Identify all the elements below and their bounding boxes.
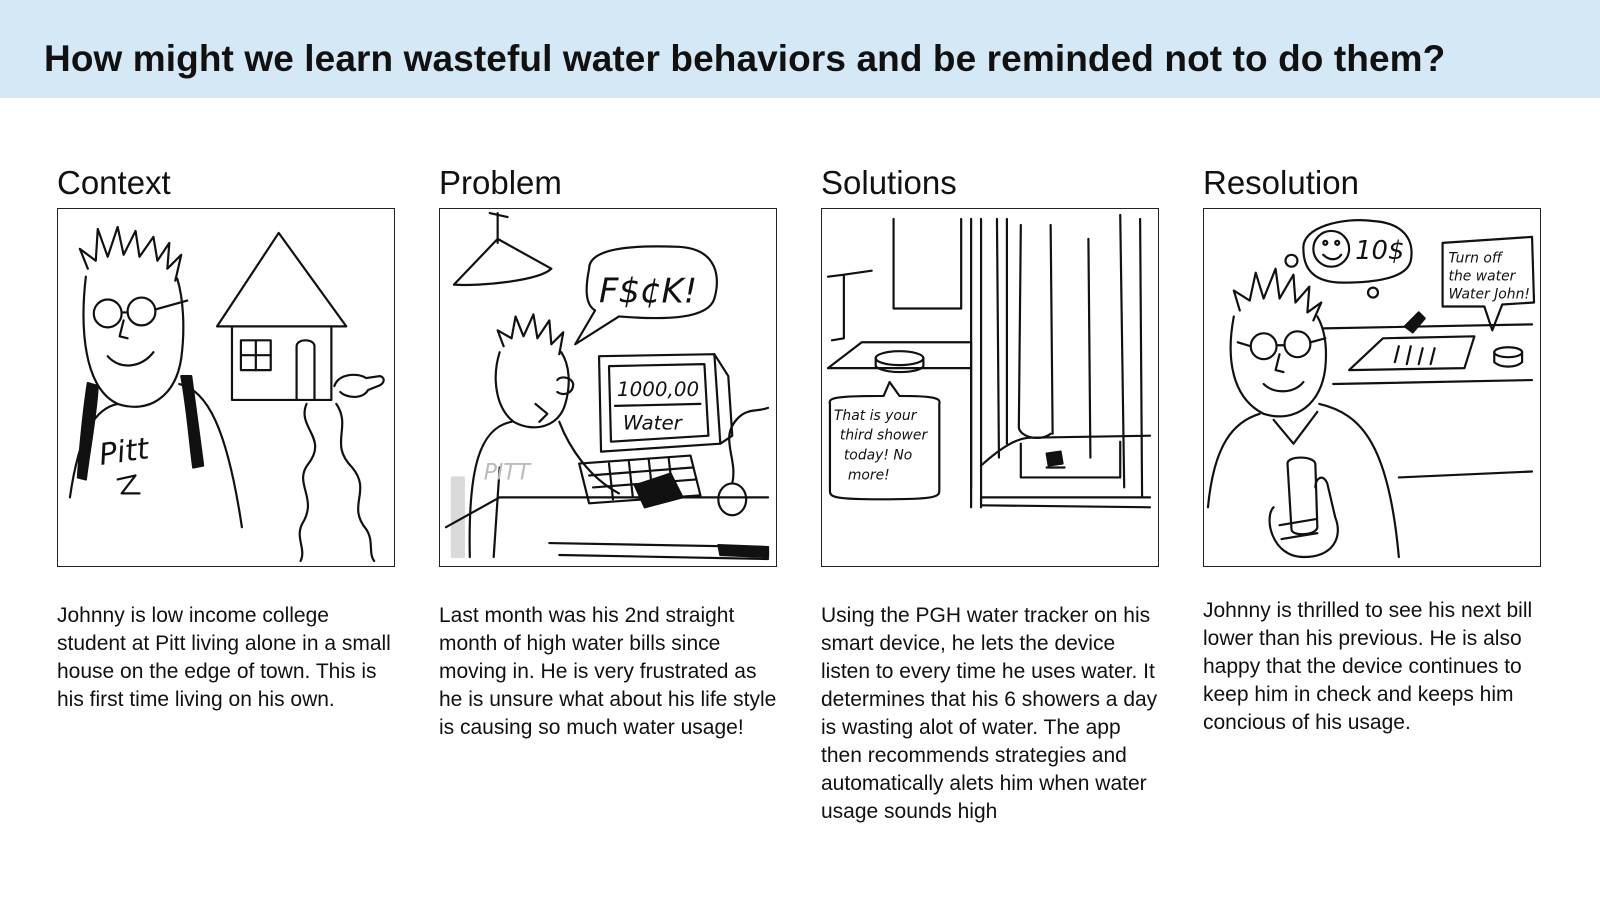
problem-sketch-screen-amount: 1000,00: [617, 378, 699, 401]
problem-sketch-speech-text: F$¢K!: [599, 272, 697, 311]
panel-text-problem: Last month was his 2nd straight month of…: [439, 604, 777, 739]
panel-heading-context: Context: [57, 164, 171, 201]
solutions-sketch-drawing: That is your third shower today! No more…: [826, 213, 1152, 509]
panel-text-resolution: Johnny is thrilled to see his next bill …: [1203, 599, 1533, 734]
title-banner: How might we learn wasteful water behavi…: [0, 0, 1600, 98]
solutions-sketch: That is your third shower today! No more…: [821, 208, 1159, 567]
resolution-sketch: 10$ Turn off the water Water John!: [1203, 208, 1541, 567]
problem-sketch-drawing: F$¢K! PITT 1000,00 Water: [444, 211, 770, 561]
problem-sketch: F$¢K! PITT 1000,00 Water: [439, 208, 777, 567]
problem-sketch-screen-label: Water: [623, 412, 684, 435]
resolution-sketch-drawing: 10$ Turn off the water Water John!: [1206, 219, 1536, 559]
resolution-sketch-message-line-2: the water: [1449, 269, 1517, 285]
context-sketch-drawing: Pitt: [68, 225, 385, 563]
panel-heading-resolution: Resolution: [1203, 164, 1359, 201]
panel-text-solutions: Using the PGH water tracker on his smart…: [821, 604, 1158, 823]
solutions-sketch-message-line-3: today! No: [844, 448, 912, 464]
panel-heading-problem: Problem: [439, 164, 562, 201]
resolution-sketch-thought-amount: 10$: [1355, 236, 1404, 266]
panel-text-context: Johnny is low income college student at …: [57, 604, 391, 711]
resolution-sketch-message-line-3: Water John!: [1449, 287, 1530, 303]
problem-sketch-shirt-text: PITT: [484, 460, 532, 485]
panel-heading-solutions: Solutions: [821, 164, 957, 201]
resolution-sketch-message-line-1: Turn off: [1449, 251, 1504, 267]
page-title: How might we learn wasteful water behavi…: [44, 38, 1446, 79]
context-sketch: Pitt: [57, 208, 395, 567]
context-sketch-shirt-text: Pitt: [97, 431, 152, 473]
solutions-sketch-message-line-2: third shower: [840, 428, 929, 444]
solutions-sketch-message-line-4: more!: [848, 467, 890, 483]
solutions-sketch-message-line-1: That is your: [834, 408, 918, 424]
